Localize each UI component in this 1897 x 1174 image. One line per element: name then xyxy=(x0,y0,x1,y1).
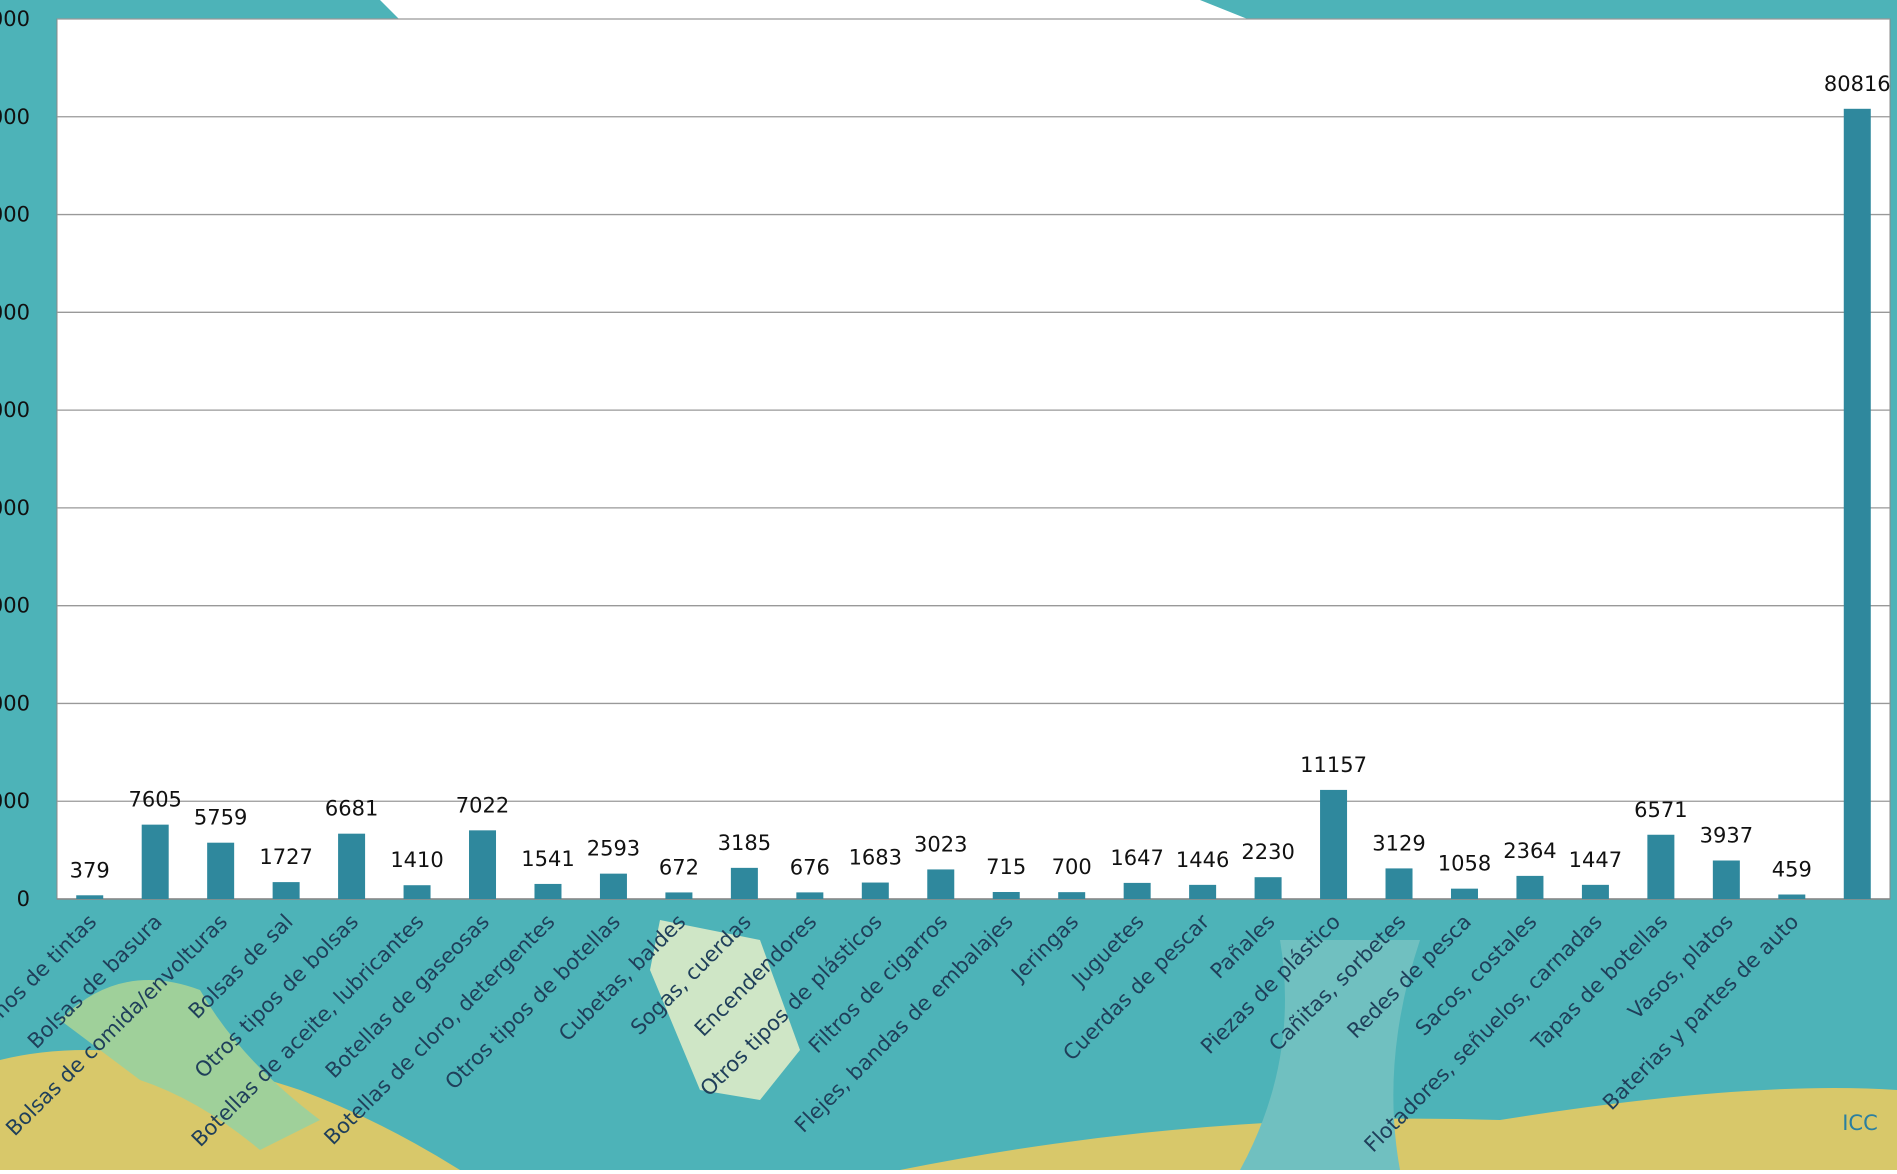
value-label: 6571 xyxy=(1634,798,1687,822)
page: Coastal ICC 0100002000030000400005000060… xyxy=(0,0,1897,1170)
bar xyxy=(1582,885,1609,899)
value-label: 2593 xyxy=(587,837,640,861)
value-label: 2230 xyxy=(1241,840,1294,864)
bar xyxy=(796,892,823,899)
chart: Coastal ICC 0100002000030000400005000060… xyxy=(0,0,1897,1170)
bar xyxy=(1778,895,1805,899)
value-label: 7605 xyxy=(128,788,181,812)
value-label: 11157 xyxy=(1300,753,1367,777)
bar xyxy=(1647,835,1674,899)
value-label: 7022 xyxy=(456,793,509,817)
y-tick-label: 60000 xyxy=(0,300,30,324)
value-label: 1647 xyxy=(1110,846,1163,870)
value-label: 3185 xyxy=(718,831,771,855)
y-tick-label: 90000 xyxy=(0,7,30,31)
bar xyxy=(1844,109,1871,899)
value-label: 1447 xyxy=(1569,848,1622,872)
y-tick-label: 20000 xyxy=(0,691,30,715)
value-label: 5759 xyxy=(194,806,247,830)
y-tick-label: 30000 xyxy=(0,594,30,618)
bar xyxy=(862,883,889,899)
value-label: 715 xyxy=(986,855,1026,879)
bar xyxy=(1320,790,1347,899)
bar xyxy=(1451,889,1478,899)
bar xyxy=(1255,877,1282,899)
value-label: 80816 xyxy=(1824,72,1891,96)
value-label: 6681 xyxy=(325,797,378,821)
y-tick-label: 0 xyxy=(17,887,30,911)
bar xyxy=(469,830,496,899)
value-label: 1541 xyxy=(521,847,574,871)
bar xyxy=(1058,892,1085,899)
value-label: 1683 xyxy=(849,846,902,870)
bar xyxy=(665,892,692,899)
plot-area xyxy=(57,19,1890,899)
bar xyxy=(731,868,758,899)
value-label: 459 xyxy=(1772,858,1812,882)
bar xyxy=(1386,868,1413,899)
bar xyxy=(273,882,300,899)
badge: ICC xyxy=(1842,1111,1878,1135)
bar xyxy=(404,885,431,899)
bar xyxy=(338,834,365,899)
bar xyxy=(76,895,103,899)
bar xyxy=(1189,885,1216,899)
value-label: 700 xyxy=(1052,855,1092,879)
bar xyxy=(142,825,169,899)
value-label: 1446 xyxy=(1176,848,1229,872)
value-label: 3129 xyxy=(1372,831,1425,855)
bar xyxy=(993,892,1020,899)
value-label: 676 xyxy=(790,855,830,879)
value-label: 1410 xyxy=(390,848,443,872)
value-label: 2364 xyxy=(1503,839,1556,863)
bar xyxy=(1124,883,1151,899)
bar xyxy=(927,869,954,899)
value-label: 672 xyxy=(659,855,699,879)
y-tick-label: 70000 xyxy=(0,203,30,227)
value-label: 379 xyxy=(70,858,110,882)
y-tick-label: 40000 xyxy=(0,496,30,520)
bar xyxy=(600,874,627,899)
bar xyxy=(207,843,234,899)
y-tick-label: 50000 xyxy=(0,398,30,422)
value-label: 1058 xyxy=(1438,852,1491,876)
bar xyxy=(1713,861,1740,899)
value-label: 3937 xyxy=(1700,824,1753,848)
value-label: 3023 xyxy=(914,832,967,856)
value-label: 1727 xyxy=(259,845,312,869)
y-tick-label: 80000 xyxy=(0,105,30,129)
bar xyxy=(1516,876,1543,899)
y-tick-label: 10000 xyxy=(0,789,30,813)
bar xyxy=(534,884,561,899)
